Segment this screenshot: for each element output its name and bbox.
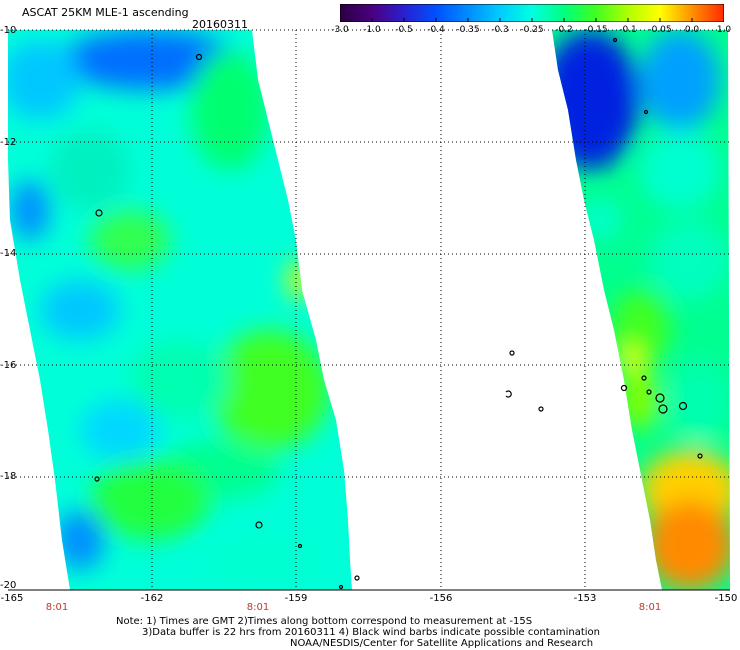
graticule (8, 29, 730, 590)
product-title: ASCAT 25KM MLE-1 ascending (22, 6, 189, 19)
color-scale-label: 1.0 (716, 25, 732, 35)
color-scale-label: -0.5 (395, 25, 413, 35)
color-scale-label: -3.0 (331, 25, 349, 35)
color-scale (339, 3, 725, 23)
note-line-2: 3)Data buffer is 22 hrs from 20160311 4)… (142, 627, 600, 638)
color-scale-label: -0.2 (555, 25, 573, 35)
left-swath (8, 30, 352, 590)
color-scale-label: -0.3 (491, 25, 509, 35)
lat-label: -14 (0, 248, 17, 259)
lon-label: -156 (429, 593, 453, 604)
right-swath (552, 30, 730, 590)
note-line-1: Note: 1) Times are GMT 2)Times along bot… (116, 616, 533, 627)
time-label: 8:01 (246, 602, 270, 613)
lon-label: -153 (573, 593, 597, 604)
lat-label: -20 (0, 580, 17, 591)
color-scale-label: -0.1 (619, 25, 637, 35)
note-line-3: NOAA/NESDIS/Center for Satellite Applica… (290, 638, 594, 649)
color-scale-label: -0.25 (520, 25, 544, 35)
color-scale-label: -0.05 (648, 25, 672, 35)
lat-label: -10 (0, 25, 17, 36)
coastlines (94, 37, 703, 590)
color-scale-label: -0.35 (456, 25, 480, 35)
lon-label: -159 (284, 593, 308, 604)
color-scale-label: 0.0 (684, 25, 700, 35)
color-scale-label: -1.0 (363, 25, 381, 35)
lon-label: -162 (140, 593, 164, 604)
color-scale-label: -0.15 (584, 25, 608, 35)
color-scale-label: -0.4 (427, 25, 445, 35)
lat-label: -12 (0, 137, 17, 148)
time-label: 8:01 (638, 602, 662, 613)
time-label: 8:01 (45, 602, 69, 613)
lat-label: -16 (0, 360, 17, 371)
lat-label: -18 (0, 471, 17, 482)
lon-label: -150 (714, 593, 738, 604)
product-date: 20160311 (192, 18, 248, 31)
lon-label: -165 (0, 593, 24, 604)
